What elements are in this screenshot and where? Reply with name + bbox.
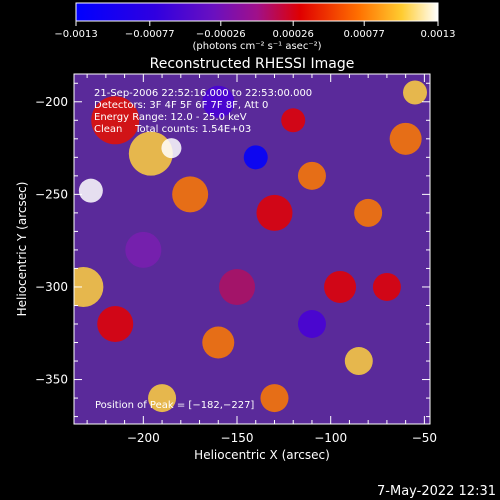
y-tick-labels: −200 −250 −300 −350 bbox=[35, 95, 68, 387]
x-tick-labels: −200 −150 −100 −50 bbox=[127, 431, 437, 445]
colorbar-tick-label: −0.00026 bbox=[196, 29, 246, 40]
heatmap-blob bbox=[260, 384, 289, 413]
plot-frame bbox=[73, 73, 431, 425]
y-tick-label: −300 bbox=[35, 280, 68, 294]
x-tick-label: −50 bbox=[412, 431, 437, 445]
colorbar-unit-label: (photons cm⁻² s⁻¹ asec⁻²) bbox=[192, 41, 321, 52]
heatmap-image bbox=[74, 80, 428, 413]
heatmap-blob bbox=[389, 122, 422, 155]
footer-timestamp: 7-May-2022 12:31 bbox=[377, 484, 496, 499]
x-axis-label: Heliocentric X (arcsec) bbox=[194, 448, 330, 462]
y-tick-label: −200 bbox=[35, 95, 68, 109]
colorbar-tick-label: −0.0013 bbox=[54, 29, 97, 40]
heatmap-blob bbox=[324, 270, 357, 303]
heatmap-blob bbox=[91, 96, 140, 145]
y-tick-label: −250 bbox=[35, 187, 68, 201]
colorbar-tick-labels: −0.0013 −0.00077 −0.00026 0.00026 0.00077 0.0… bbox=[54, 29, 455, 40]
heatmap-blob bbox=[281, 108, 306, 133]
heatmap-blob bbox=[243, 145, 268, 170]
heatmap-blob bbox=[202, 85, 235, 118]
heatmap-blob bbox=[297, 161, 326, 190]
heatmap-blob bbox=[97, 306, 134, 342]
chart-title: Reconstructed RHESSI Image bbox=[150, 56, 355, 72]
heatmap-blob bbox=[74, 266, 104, 307]
heatmap-blob bbox=[202, 326, 235, 359]
x-tick-label: −200 bbox=[127, 431, 160, 445]
heatmap-blob bbox=[161, 138, 182, 159]
x-tick-label: −100 bbox=[314, 431, 347, 445]
heatmap-blob bbox=[403, 80, 428, 105]
annotation-time-range: 21-Sep-2006 22:52:16.000 to 22:53:00.000 bbox=[94, 88, 312, 99]
annotation-detectors: Detectors: 3F 4F 5F 6F 7F 8F, Att 0 bbox=[94, 100, 268, 111]
heatmap-blob bbox=[372, 272, 401, 301]
heatmap-blob bbox=[125, 231, 162, 268]
heatmap-blob bbox=[256, 194, 293, 231]
y-axis-label: Heliocentric Y (arcsec) bbox=[15, 182, 29, 317]
annotation-clean-counts: Clean Total counts: 1.54E+03 bbox=[94, 124, 251, 135]
colorbar-tick-label: 0.0013 bbox=[421, 29, 456, 40]
colorbar bbox=[75, 2, 439, 22]
colorbar-tick-label: −0.00077 bbox=[125, 29, 175, 40]
peak-position-label: Position of Peak = [−182,−227] bbox=[95, 400, 254, 411]
x-tick-label: −150 bbox=[221, 431, 254, 445]
heatmap-blob bbox=[219, 268, 256, 305]
annotation-energy-range: Energy Range: 12.0 - 25.0 keV bbox=[94, 112, 247, 123]
axis-ticks bbox=[74, 74, 430, 424]
colorbar-tick-label: 0.00026 bbox=[273, 29, 314, 40]
heatmap-blob bbox=[78, 178, 103, 203]
heatmap-blob bbox=[344, 347, 373, 376]
y-tick-label: −350 bbox=[35, 373, 68, 387]
heatmap-blob bbox=[354, 198, 383, 227]
heatmap-blob bbox=[172, 176, 209, 213]
heatmap-blob bbox=[128, 131, 173, 176]
heatmap-blob bbox=[148, 384, 177, 413]
colorbar-tick-label: 0.00077 bbox=[344, 29, 385, 40]
colorbar-ticks bbox=[75, 21, 439, 26]
heatmap-blob bbox=[297, 310, 326, 338]
